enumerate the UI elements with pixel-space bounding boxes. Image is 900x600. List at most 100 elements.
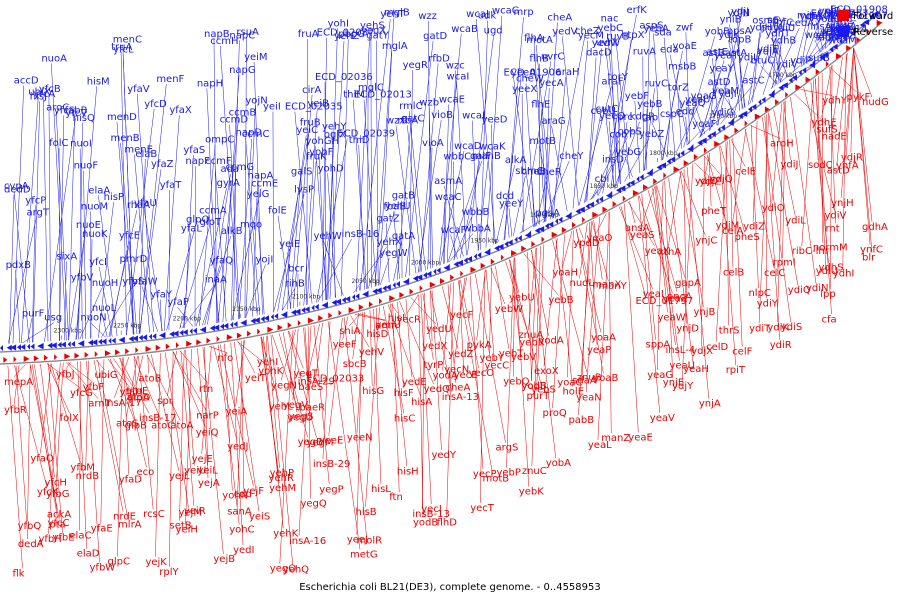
reverse-gene-arrow (77, 340, 84, 347)
reverse-gene-arrow (436, 267, 441, 274)
reverse-gene-arrow (67, 341, 71, 348)
reverse-gene-arrow (81, 340, 85, 347)
forward-gene-label: yeaG (647, 370, 673, 381)
forward-gene-leader (567, 230, 574, 378)
forward-gene-arrow (440, 278, 445, 285)
forward-gene-leader (27, 364, 31, 522)
reverse-gene-label: yoaE (672, 41, 696, 52)
reverse-gene-leader (163, 115, 180, 331)
reverse-gene-arrow (842, 35, 847, 42)
reverse-gene-label: edd (676, 107, 695, 118)
forward-gene-leader (694, 162, 710, 177)
forward-gene-leader (708, 153, 712, 206)
forward-gene-label: ydhS (819, 263, 844, 274)
reverse-gene-label: cobS (618, 127, 642, 138)
reverse-gene-arrow (578, 206, 585, 213)
forward-gene-leader (715, 141, 728, 342)
reverse-gene-label: yohGH (306, 136, 340, 147)
forward-gene-leader (77, 361, 88, 549)
reverse-gene-arrow (616, 187, 621, 194)
reverse-gene-label: nuoI (70, 138, 92, 149)
reverse-gene-label: wcaJ (466, 9, 489, 20)
forward-gene-leader (509, 259, 522, 352)
forward-gene-label: ynjD (676, 323, 699, 334)
reverse-gene-arrow (619, 185, 626, 192)
forward-gene-label: cdd (234, 489, 252, 500)
reverse-gene-arrow (852, 27, 856, 34)
reverse-gene-arrow (626, 181, 631, 188)
forward-gene-leader (382, 305, 405, 414)
reverse-gene-label: sufB (808, 53, 830, 64)
reverse-gene-leader (379, 258, 390, 286)
reverse-gene-label: btuC (751, 56, 775, 67)
reverse-gene-leader (408, 111, 426, 271)
reverse-gene-leader (231, 188, 262, 321)
reverse-gene-label: eda (660, 45, 679, 56)
forward-gene-arrow (795, 84, 802, 91)
forward-gene-label: yeaI (643, 289, 664, 300)
reverse-gene-label: yehY (322, 122, 347, 133)
forward-gene-label: insA-17 (104, 398, 141, 409)
reverse-gene-label: ugd (484, 26, 503, 37)
reverse-gene-leader (245, 105, 256, 318)
forward-gene-arrow (470, 266, 477, 273)
reverse-gene-arrow (0, 345, 3, 351)
forward-gene-label: yedI (233, 545, 254, 556)
forward-gene-arrow (125, 348, 130, 355)
forward-gene-leader (810, 81, 829, 263)
reverse-gene-arrow (220, 323, 224, 330)
forward-gene-leader (288, 330, 304, 369)
reverse-gene-arrow (243, 319, 247, 326)
forward-gene-arrow (94, 351, 98, 358)
forward-gene-label: ydiN (806, 283, 829, 294)
reverse-gene-leader (602, 14, 637, 194)
forward-gene-label: ackA (47, 509, 71, 520)
reverse-gene-leader (439, 150, 465, 266)
forward-gene-label: yfbJ (56, 369, 75, 380)
forward-gene-label: elaD (77, 549, 100, 560)
reverse-gene-label: yoaF (692, 119, 716, 130)
kbp-tick-label: 2100 kbp (292, 293, 320, 300)
forward-gene-label: gdhA (862, 222, 888, 233)
forward-gene-label: yecE (454, 370, 478, 381)
reverse-gene-leader (327, 173, 337, 298)
reverse-gene-arrow (250, 317, 256, 324)
genome-caption: Escherichia coli BL21(DE3), complete gen… (299, 582, 601, 593)
reverse-gene-arrow (792, 74, 797, 81)
reverse-gene-leader (535, 45, 553, 219)
forward-gene-label: yecO (469, 368, 495, 379)
reverse-gene-leader (51, 63, 67, 341)
forward-gene-label: pykF (847, 92, 871, 103)
reverse-gene-leader (22, 322, 55, 344)
reverse-gene-label: nuoH (92, 278, 118, 289)
forward-gene-leader (683, 168, 687, 324)
forward-gene-leader (422, 292, 425, 510)
reverse-gene-leader (443, 104, 450, 264)
forward-gene-leader (150, 354, 180, 472)
reverse-gene-label: lysP (294, 184, 314, 195)
reverse-gene-label: menB (110, 133, 139, 144)
reverse-gene-label: manB (472, 151, 501, 162)
reverse-gene-leader (166, 224, 197, 331)
reverse-gene-leader (177, 306, 194, 327)
forward-gene-arrow (358, 304, 364, 311)
forward-gene-leader (79, 361, 81, 531)
forward-gene-label: yebY (479, 353, 504, 364)
reverse-gene-arrow (314, 303, 319, 310)
reverse-gene-label: cvpA (4, 181, 29, 192)
forward-gene-label: arnT (88, 399, 111, 410)
forward-gene-leader (513, 257, 516, 377)
forward-gene-arrow (643, 184, 649, 191)
forward-gene-arrow (754, 113, 761, 120)
forward-gene-arrow (176, 342, 179, 349)
forward-gene-label: ydjR (841, 152, 863, 163)
reverse-gene-label: wcaD (454, 141, 482, 152)
forward-gene-label: yebV (511, 352, 536, 363)
forward-gene-label: yeiS (249, 511, 270, 522)
reverse-gene-arrow (406, 277, 410, 284)
forward-gene-leader (237, 341, 256, 374)
reverse-gene-label: ECD_02036 (315, 72, 373, 83)
reverse-gene-label: ydiV (776, 60, 798, 71)
reverse-gene-leader (323, 240, 344, 296)
